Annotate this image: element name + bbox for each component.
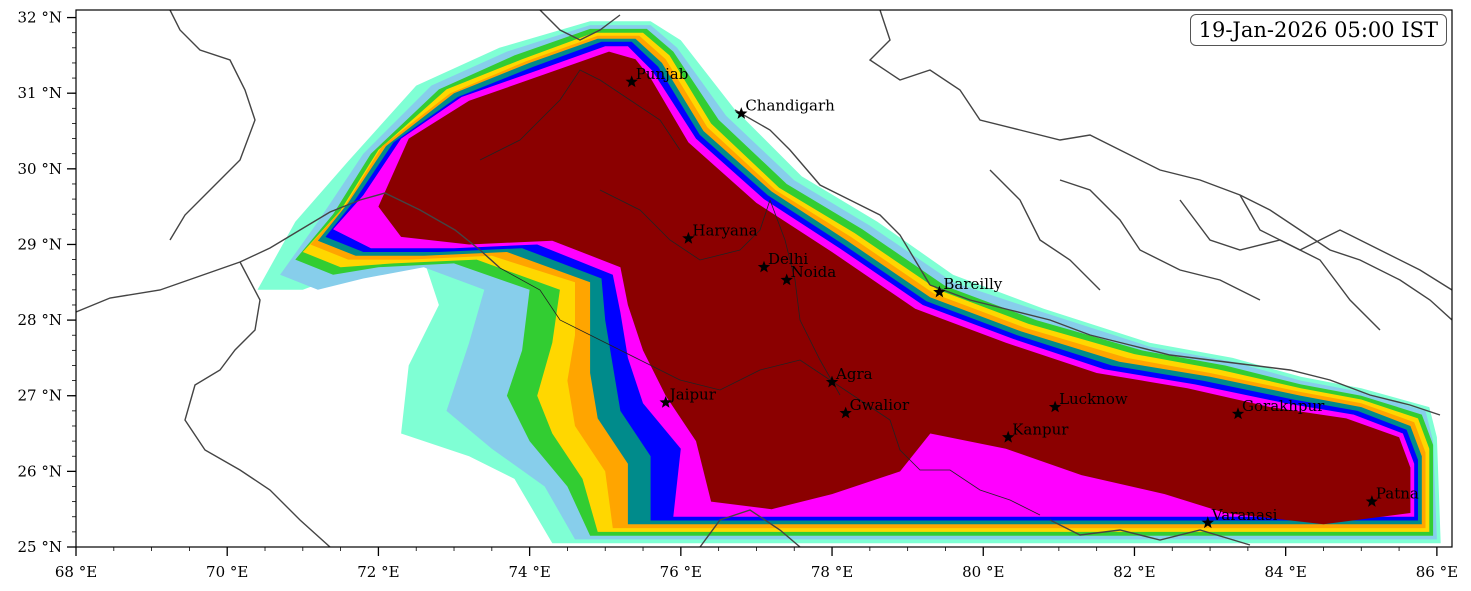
city-label: Bareilly [943, 275, 1002, 293]
border-mid-2 [1059, 179, 1261, 301]
y-tick-label: 28 °N [18, 311, 62, 329]
star-icon [682, 231, 695, 244]
city-punjab: Punjab [625, 65, 689, 88]
state-border-up-mp [829, 379, 1041, 516]
city-label: Patna [1376, 485, 1419, 503]
city-bareilly: Bareilly [933, 275, 1003, 298]
fog-level-8 [378, 51, 1411, 525]
city-haryana: Haryana [682, 221, 758, 244]
star-icon [839, 406, 852, 419]
city-lucknow: Lucknow [1048, 390, 1128, 413]
city-chandigarh: Chandigarh [735, 97, 835, 119]
x-tick-label: 72 °E [357, 563, 399, 581]
star-icon [625, 75, 638, 88]
city-varanasi: Varanasi [1201, 506, 1278, 529]
timestamp-label: 19-Jan-2026 05:00 IST [1189, 14, 1447, 46]
border-south-east [699, 509, 801, 547]
x-tick-label: 68 °E [55, 563, 97, 581]
axis-ticks: 68 °E 70 °E 72 °E 74 °E 76 °E 78 °E 80 °E 82 °E… [18, 9, 1459, 581]
star-icon [933, 285, 946, 298]
city-label: Lucknow [1059, 390, 1128, 408]
city-label: Kanpur [1012, 420, 1069, 438]
border-south-mid [1049, 519, 1251, 546]
border-nepal-south [929, 284, 1441, 416]
y-tick-label: 26 °N [18, 462, 62, 480]
border-north [169, 10, 256, 241]
x-tick-label: 76 °E [660, 563, 702, 581]
border-uttarakhand [734, 109, 931, 286]
city-gorakhpur: Gorakhpur [1231, 397, 1325, 420]
x-tick-label: 78 °E [811, 563, 853, 581]
city-label: Haryana [692, 221, 757, 239]
city-delhi: Delhi [757, 250, 808, 273]
star-icon [1365, 495, 1378, 507]
city-label: Agra [835, 365, 873, 383]
country-border-west [76, 192, 501, 313]
y-tick-label: 31 °N [18, 84, 62, 102]
city-label: Noida [791, 263, 837, 281]
star-icon [757, 260, 771, 273]
star-icon [1048, 400, 1062, 413]
x-tick-label: 86 °E [1416, 563, 1458, 581]
state-border-rajasthan [499, 267, 831, 391]
city-jaipur: Jaipur [659, 386, 717, 408]
border-mid-1 [989, 169, 1101, 291]
city-label: Varanasi [1211, 506, 1278, 524]
y-tick-label: 29 °N [18, 235, 62, 253]
star-icon [1231, 407, 1245, 420]
fog-contours [257, 21, 1441, 544]
city-kanpur: Kanpur [1002, 420, 1069, 443]
x-tick-label: 80 °E [962, 563, 1004, 581]
state-border-delhi [769, 199, 841, 396]
star-icon [825, 375, 839, 388]
city-label: Chandigarh [745, 97, 835, 115]
city-agra: Agra [825, 365, 873, 388]
city-label: Jaipur [668, 386, 717, 404]
star-icon [1201, 516, 1214, 529]
x-tick-label: 74 °E [508, 563, 550, 581]
city-label: Delhi [768, 250, 808, 268]
x-tick-label: 82 °E [1113, 563, 1155, 581]
star-icon [1002, 430, 1015, 443]
country-border-south-west [184, 261, 331, 547]
border-nepal-north [868, 10, 1452, 321]
star-icon [659, 396, 672, 408]
state-boundary-lines [479, 69, 1041, 516]
y-tick-label: 27 °N [18, 387, 62, 405]
star-icon [780, 273, 793, 286]
x-tick-label: 70 °E [206, 563, 248, 581]
city-label: Gwalior [850, 396, 910, 414]
border-kashmir [539, 10, 621, 41]
y-tick-label: 32 °N [18, 9, 62, 27]
x-tick-label: 84 °E [1265, 563, 1307, 581]
state-border-haryana [599, 189, 771, 261]
city-noida: Noida [780, 263, 837, 286]
star-icon [735, 107, 748, 119]
y-tick-label: 30 °N [18, 160, 62, 178]
city-label: Punjab [636, 65, 689, 83]
city-gwalior: Gwalior [839, 396, 910, 419]
boundary-lines [76, 10, 1452, 547]
plot-frame [75, 9, 1453, 548]
state-border-punjab [479, 69, 681, 161]
y-tick-label: 25 °N [18, 538, 62, 556]
border-east-1 [1239, 194, 1452, 291]
city-patna: Patna [1365, 485, 1419, 507]
city-label: Gorakhpur [1242, 397, 1325, 415]
